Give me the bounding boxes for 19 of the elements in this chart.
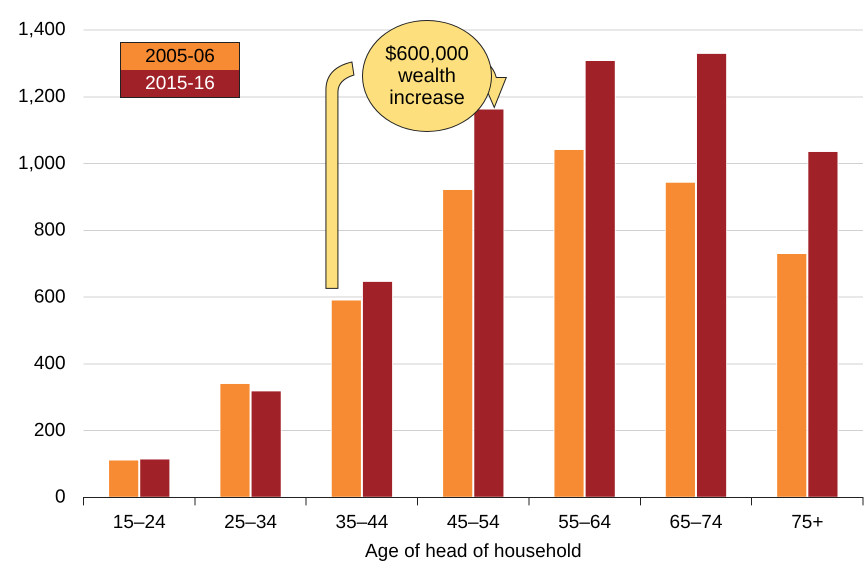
x-tick-label: 45–54 — [446, 512, 500, 534]
x-tick-label: 25–34 — [224, 512, 278, 534]
y-tick-label: 1,000 — [18, 152, 66, 174]
y-tick-label: 600 — [34, 286, 66, 308]
x-tick-label: 75+ — [791, 512, 824, 534]
y-tick-label: 200 — [34, 420, 66, 441]
x-tick-label: 65–74 — [670, 512, 723, 534]
x-tick-label: 55–64 — [558, 512, 612, 534]
y-tick-label: 0 — [54, 486, 66, 508]
y-tick-label: 1,200 — [18, 86, 66, 108]
y-tick-label: 400 — [34, 353, 66, 374]
annotation: $600,000 wealth increase — [362, 20, 492, 132]
x-tick-label: 35–44 — [336, 512, 389, 534]
y-tick-label: 1,400 — [18, 19, 66, 40]
text: 2015-16 — [121, 70, 239, 97]
x-axis-title: Age of head of household — [364, 540, 582, 562]
x-tick-label: 15–24 — [112, 512, 166, 534]
text: 2005-06 — [121, 43, 239, 70]
y-tick-label: 800 — [34, 220, 66, 241]
